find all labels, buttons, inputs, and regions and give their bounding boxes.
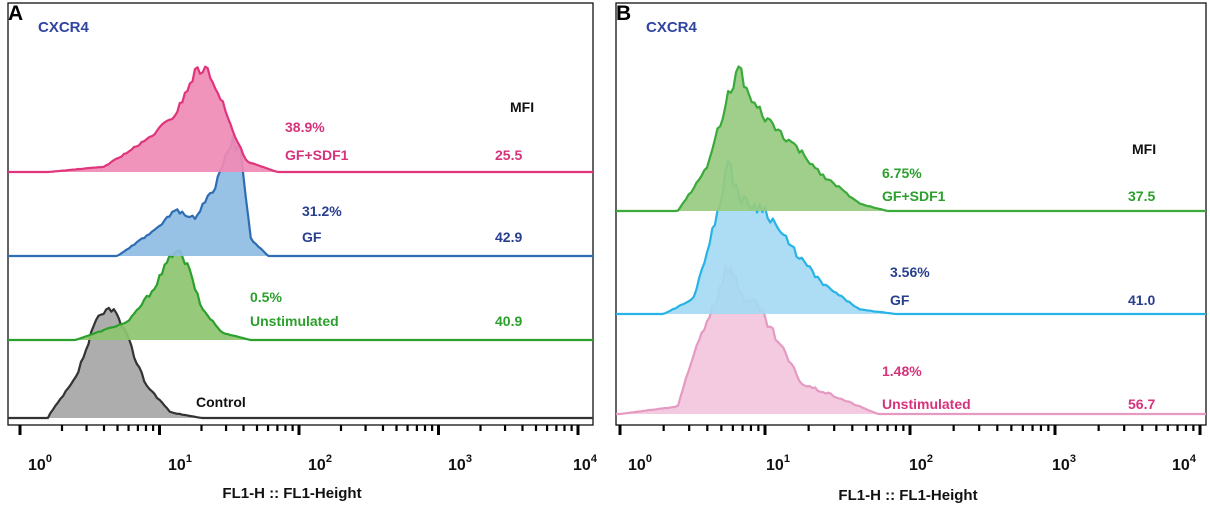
histogram-outline xyxy=(8,65,593,174)
histogram-outline xyxy=(8,249,593,342)
series-label: GF+SDF1 xyxy=(882,188,946,204)
histogram-area xyxy=(620,161,1200,314)
series-label: Unstimulated xyxy=(882,396,971,412)
mfi-value: 42.9 xyxy=(495,229,522,245)
series-label: Unstimulated xyxy=(250,313,339,329)
series-unstimulated: 0.5% Unstimulated 40.9 xyxy=(8,249,593,342)
percent-label: 6.75% xyxy=(882,165,922,181)
percent-label: 3.56% xyxy=(890,264,930,280)
tick-label: 100 xyxy=(28,453,52,474)
panel-b: B CXCR4 MFI 1.48% Unstimulated 56.7 3.56% GF 41.… xyxy=(615,2,1207,504)
tick-label: 104 xyxy=(573,453,598,474)
tick-label: 103 xyxy=(1052,453,1076,474)
x-axis-label: FL1-H :: FL1-Height xyxy=(222,485,361,502)
histogram-area xyxy=(620,265,1200,414)
percent-label: 0.5% xyxy=(250,289,282,305)
histogram-outline xyxy=(8,134,593,258)
panel-letter: A xyxy=(8,2,23,25)
series-label: GF xyxy=(302,229,322,245)
x-axis-label: FL1-H :: FL1-Height xyxy=(838,487,977,504)
tick-label: 102 xyxy=(909,453,933,474)
chart-title: CXCR4 xyxy=(38,19,90,36)
series-gf: 31.2% GF 42.9 xyxy=(8,134,593,258)
series-gf-sdf1: 6.75% GF+SDF1 37.5 xyxy=(616,65,1206,213)
histogram-outline xyxy=(616,65,1206,213)
mfi-header: MFI xyxy=(510,99,534,115)
series-control: Control xyxy=(8,306,593,420)
mfi-value: 56.7 xyxy=(1128,396,1155,412)
mfi-header: MFI xyxy=(1132,141,1156,157)
series-gf-sdf1: 38.9% GF+SDF1 25.5 xyxy=(8,65,593,174)
tick-label: 102 xyxy=(308,453,332,474)
mfi-value: 25.5 xyxy=(495,147,522,163)
percent-label: 38.9% xyxy=(285,119,325,135)
histogram-outline xyxy=(616,160,1206,316)
series-label: Control xyxy=(196,394,246,410)
panel-letter: B xyxy=(616,2,631,25)
histogram-area xyxy=(20,250,578,340)
series-gf: 3.56% GF 41.0 xyxy=(616,160,1206,316)
histogram-area xyxy=(20,307,578,418)
tick-label: 100 xyxy=(628,453,652,474)
tick-label: 101 xyxy=(766,453,790,474)
series-label: GF+SDF1 xyxy=(285,147,349,163)
histogram-outline xyxy=(8,306,593,420)
tick-label: 104 xyxy=(1172,453,1197,474)
tick-label: 103 xyxy=(448,453,472,474)
mfi-value: 41.0 xyxy=(1128,292,1155,308)
percent-label: 31.2% xyxy=(302,203,342,219)
tick-label: 101 xyxy=(168,453,192,474)
series-label: GF xyxy=(890,292,910,308)
histogram-area xyxy=(620,66,1200,211)
percent-label: 1.48% xyxy=(882,363,922,379)
mfi-value: 37.5 xyxy=(1128,188,1155,204)
panel-a: A CXCR4 MFI Control 0.5% Unstimulated 40.9 31.2… xyxy=(7,2,598,502)
mfi-value: 40.9 xyxy=(495,313,522,329)
chart-title: CXCR4 xyxy=(646,19,698,36)
histogram-area xyxy=(20,66,578,172)
